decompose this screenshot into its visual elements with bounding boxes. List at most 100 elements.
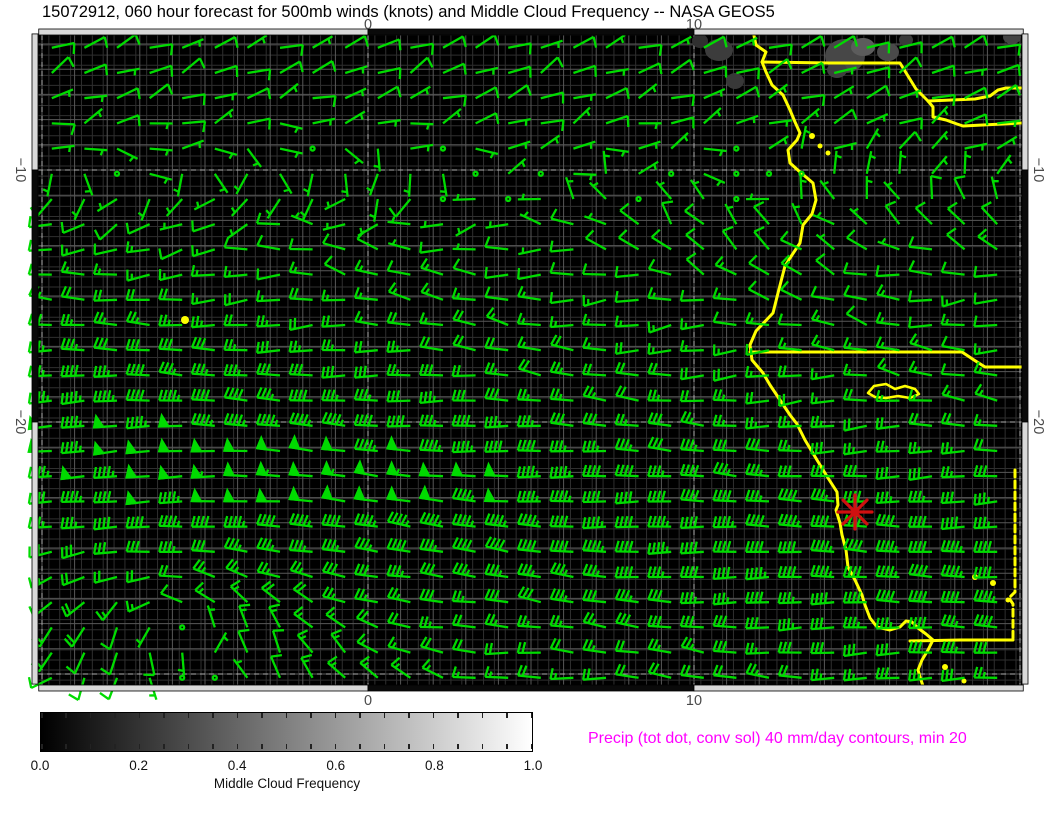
wind-barb [842,262,867,276]
wind-barb [451,590,476,604]
wind-barb [680,318,705,331]
wind-barb [931,35,956,49]
wind-barb-pennant [320,460,334,476]
wind-barb [744,616,770,630]
wind-barb [884,200,901,225]
wind-barb [223,338,248,352]
wind-barb [670,35,692,49]
wind-barb [51,41,76,55]
wind-barb [929,174,942,200]
wind-barb [614,515,639,529]
wind-barb [549,291,574,305]
wind-barb [810,564,835,579]
wind-barb [369,198,379,222]
wind-barb [875,336,900,352]
wind-barb [865,150,876,175]
wind-barb [907,668,933,682]
wind-barb [875,667,900,680]
wind-barb [158,337,183,352]
wind-barb-pennant [157,437,171,453]
wind-barb [418,438,444,453]
wind-barb [898,131,922,150]
wind-barb [908,360,933,377]
wind-barb-pennant [60,465,73,481]
wind-barb-pennant [385,435,399,451]
wind-barb [279,122,303,134]
wind-barb [584,229,607,251]
wind-barb [777,565,802,579]
wind-barb-pennant [288,485,301,502]
wind-barb [455,223,477,237]
wind-barb [182,120,207,133]
wind-barb [321,315,346,328]
colorbar-tick [310,744,312,749]
wind-barb [875,417,900,430]
wind-barb [344,35,370,49]
wind-barb [190,412,215,427]
wind-barb [712,461,737,478]
wind-barb [940,564,965,579]
wind-barb [190,315,215,329]
wind-barb [302,173,314,197]
wind-barb [549,440,574,453]
wind-barb [484,286,509,301]
wind-barb [386,611,411,629]
wind-barb [296,629,314,654]
wind-barb [647,566,672,579]
wind-barb [223,515,248,528]
wind-barb [190,264,215,278]
wind-barb [573,140,596,150]
colorbar-tick [334,744,337,749]
wind-barb [810,592,835,606]
coastline-borders-layer [181,35,1022,685]
wind-barb [875,565,900,579]
wind-barb [549,465,574,479]
wind-barb [647,258,672,276]
wind-barb [386,311,411,327]
wind-barb [735,85,761,100]
wind-barb [974,383,998,402]
wind-barb [768,83,789,100]
wind-barb [353,388,378,402]
wind-barb [116,147,139,162]
etosha-pan [866,382,921,400]
wind-barb [605,33,626,49]
wind-barb [801,93,826,107]
wind-barb [410,143,434,152]
wind-barb [963,34,989,49]
wind-barb [214,64,239,77]
wind-barb [418,390,444,405]
colorbar-tick [383,713,386,718]
colorbar-tick [506,713,508,718]
wind-barb-pennant [483,487,497,503]
wind-barb [582,611,607,629]
wind-barb [386,340,411,353]
wind-barb [647,342,672,356]
wind-barb [516,415,541,428]
cloud-patch [692,35,708,48]
wind-barb [899,89,922,100]
wind-barb [550,334,574,352]
wind-barb [125,516,150,529]
wind-barb [679,615,704,629]
wind-barb [292,581,314,604]
wind-barb [256,386,281,402]
wind-barb [451,613,476,629]
colorbar-tick [530,744,533,749]
wind-barb [353,340,378,354]
wind-barb [125,241,150,254]
wind-barb [452,193,476,202]
wind-barb [344,110,366,125]
wind-barb [810,309,835,327]
colorbar-tick [261,713,263,718]
wind-barb [865,176,873,199]
wind-barb [158,248,183,261]
wind-barb [614,639,639,654]
wind-barb [573,64,597,77]
wind-barb [842,442,867,456]
island-dot [181,316,189,324]
wind-barb [946,227,966,251]
wind-barb [190,336,215,352]
wind-barb [712,566,737,581]
wind-barb [549,361,574,377]
